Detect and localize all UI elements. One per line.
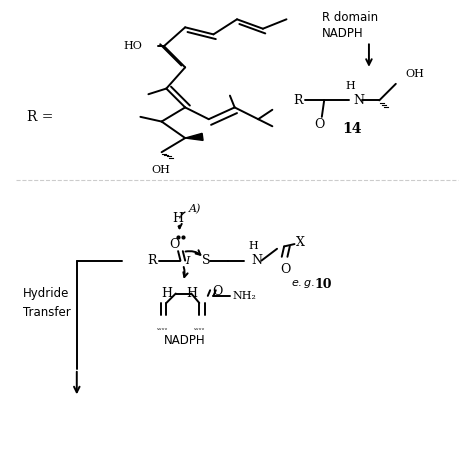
Text: HO: HO — [124, 41, 143, 51]
Text: R =: R = — [27, 110, 54, 124]
Text: O: O — [212, 285, 222, 298]
Text: A): A) — [189, 203, 201, 214]
Text: I: I — [185, 255, 190, 265]
Text: H: H — [161, 287, 172, 300]
Text: NH₂: NH₂ — [232, 291, 256, 301]
Text: N: N — [251, 254, 262, 267]
Text: S: S — [201, 254, 210, 267]
Text: N: N — [354, 94, 365, 107]
Text: OH: OH — [405, 69, 424, 80]
Text: NADPH: NADPH — [322, 27, 364, 40]
Polygon shape — [185, 133, 203, 140]
Text: OH: OH — [151, 165, 170, 175]
Text: O: O — [314, 118, 325, 131]
Text: H: H — [346, 81, 356, 91]
Text: R: R — [293, 94, 303, 107]
Text: Transfer: Transfer — [23, 306, 70, 319]
Text: Hydride: Hydride — [23, 287, 69, 300]
Text: H: H — [173, 212, 183, 225]
Text: O: O — [170, 237, 180, 251]
Text: R: R — [147, 254, 157, 267]
Text: X: X — [296, 236, 305, 249]
Text: H: H — [187, 287, 198, 300]
Text: NADPH: NADPH — [164, 334, 206, 347]
Text: $e.g.$: $e.g.$ — [291, 278, 315, 290]
Text: O: O — [280, 263, 290, 276]
Text: ᵥᵥᵥᵥ: ᵥᵥᵥᵥ — [157, 325, 169, 331]
Text: ᵥᵥᵥᵥ: ᵥᵥᵥᵥ — [193, 325, 205, 331]
Text: H: H — [249, 241, 258, 251]
Text: R domain: R domain — [322, 11, 378, 24]
Text: 10: 10 — [315, 278, 332, 291]
Text: 14: 14 — [343, 122, 362, 136]
